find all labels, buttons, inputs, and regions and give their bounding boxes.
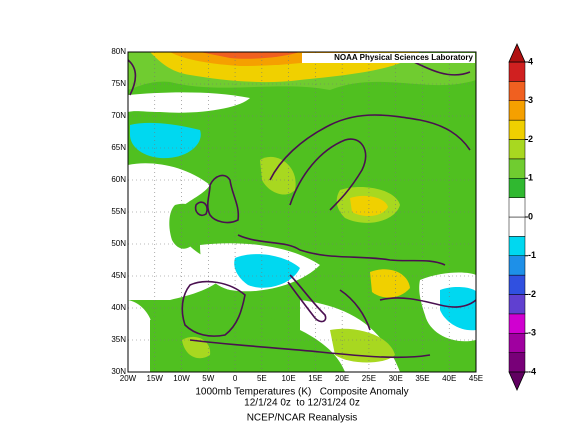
colorbar-over bbox=[508, 43, 526, 63]
colorbar-label: -1 bbox=[528, 250, 536, 260]
lat-label: 65N bbox=[111, 143, 126, 152]
lon-label: 15E bbox=[308, 374, 322, 383]
colorbar-label: -4 bbox=[528, 366, 536, 376]
colorbar-band bbox=[508, 333, 526, 353]
colorbar-label: 4 bbox=[528, 56, 533, 66]
lat-label: 40N bbox=[111, 303, 126, 312]
colorbar-label: 0 bbox=[528, 211, 533, 221]
lon-label: 45E bbox=[469, 374, 483, 383]
colorbar-band bbox=[508, 236, 526, 256]
lat-label: 80N bbox=[111, 47, 126, 56]
lon-label: 20W bbox=[120, 374, 137, 383]
lat-label: 45N bbox=[111, 271, 126, 280]
lon-label: 15W bbox=[147, 374, 164, 383]
colorbar-band bbox=[508, 313, 526, 334]
colorbar-band bbox=[508, 100, 526, 121]
colorbar-band bbox=[508, 158, 526, 179]
colorbar-label: -2 bbox=[528, 289, 536, 299]
lon-label: 5W bbox=[202, 374, 214, 383]
credit: NOAA Physical Sciences Laboratory bbox=[334, 53, 473, 62]
lon-label: 30E bbox=[389, 374, 403, 383]
colorbar-band bbox=[508, 352, 526, 373]
colorbar-band bbox=[508, 81, 526, 101]
lon-label: 10W bbox=[173, 374, 190, 383]
lon-label: 20E bbox=[335, 374, 349, 383]
credit-box bbox=[302, 53, 475, 63]
colorbar: 4 3 2 1 0 -1 -2 -3 -4 bbox=[508, 43, 536, 391]
colorbar-band bbox=[508, 274, 526, 295]
colorbar-label: 2 bbox=[528, 134, 533, 144]
lat-label: 35N bbox=[111, 335, 126, 344]
lat-label: 60N bbox=[111, 175, 126, 184]
lon-label: 25E bbox=[362, 374, 376, 383]
caption-dates: 12/1/24 0z to 12/31/24 0z bbox=[244, 398, 360, 409]
caption-source: NCEP/NCAR Reanalysis bbox=[247, 413, 358, 424]
colorbar-label: 1 bbox=[528, 173, 533, 183]
lat-label: 30N bbox=[111, 367, 126, 376]
lon-label: 5E bbox=[257, 374, 267, 383]
lon-label: 0 bbox=[233, 374, 238, 383]
map-frame bbox=[127, 51, 477, 373]
map-field bbox=[128, 52, 476, 372]
colorbar-label: 3 bbox=[528, 95, 533, 105]
colorbar-band bbox=[508, 294, 526, 315]
graticule bbox=[128, 52, 476, 372]
colorbar-band bbox=[508, 119, 526, 140]
colorbar-band bbox=[508, 255, 526, 276]
lat-label: 75N bbox=[111, 79, 126, 88]
colorbar-under bbox=[508, 371, 526, 391]
colorbar-label: -3 bbox=[528, 328, 536, 338]
lon-label: 10E bbox=[281, 374, 295, 383]
colorbar-band bbox=[508, 178, 526, 198]
lat-label: 50N bbox=[111, 239, 126, 248]
caption-title: 1000mb Temperatures (K) Composite Anomal… bbox=[195, 387, 408, 398]
lat-label: 55N bbox=[111, 207, 126, 216]
colorbar-band bbox=[508, 139, 526, 160]
lat-label: 70N bbox=[111, 111, 126, 120]
colorbar-band bbox=[508, 197, 526, 218]
lon-label: 35E bbox=[415, 374, 429, 383]
lon-label: 40E bbox=[442, 374, 456, 383]
colorbar-band bbox=[508, 216, 526, 237]
colorbar-band bbox=[508, 61, 526, 82]
